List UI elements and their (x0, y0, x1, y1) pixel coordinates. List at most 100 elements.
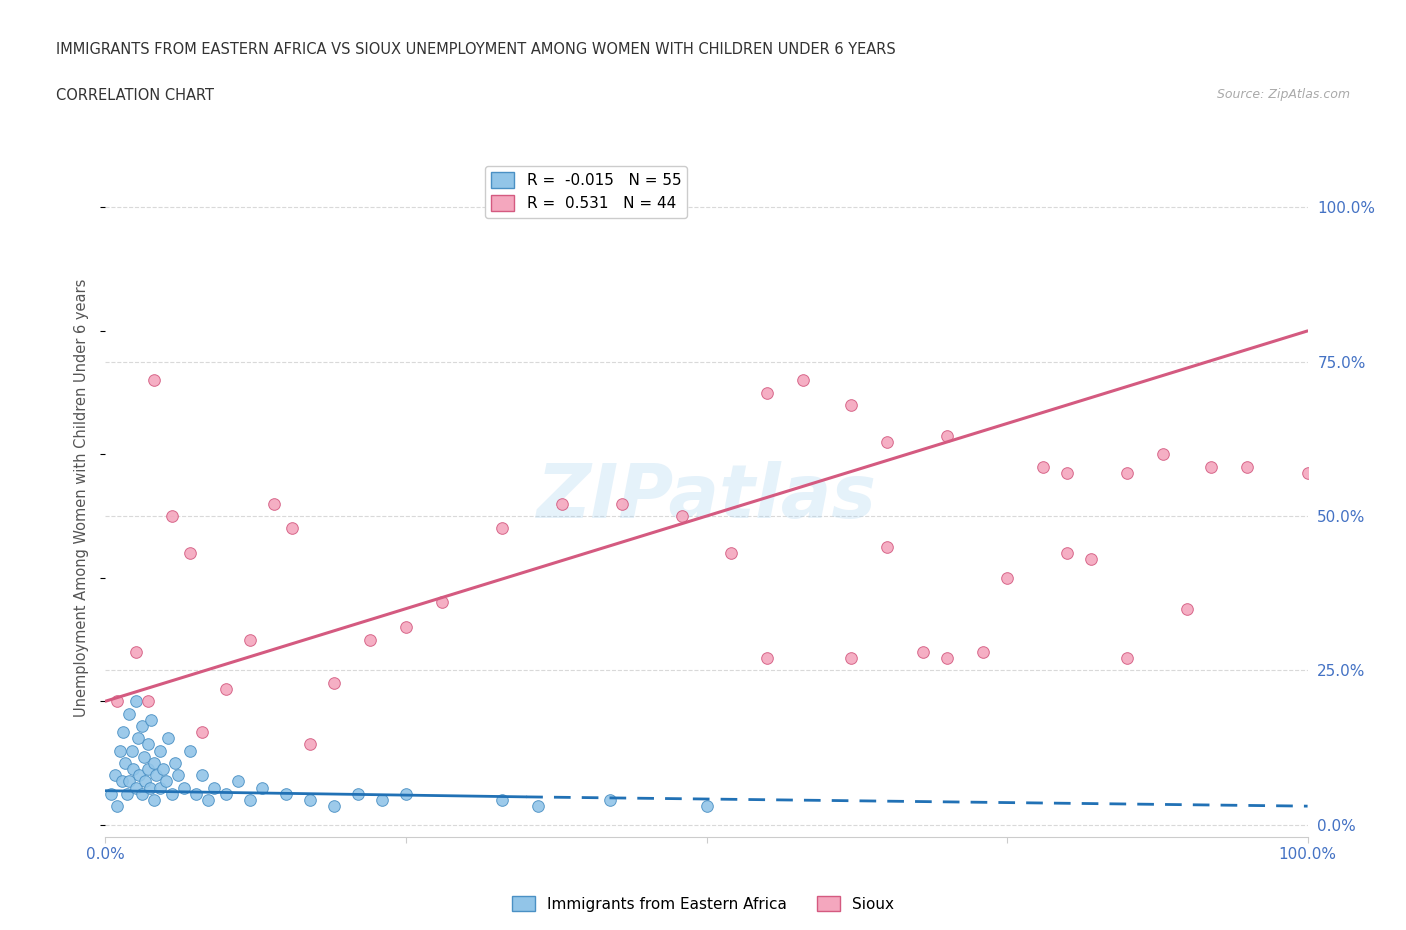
Point (1116, 465, 1139, 480)
Point (371, 792, 394, 807)
Text: Source: ZipAtlas.com: Source: ZipAtlas.com (1216, 88, 1350, 101)
Point (250, 780, 273, 795)
Legend: Immigrants from Eastern Africa, Sioux: Immigrants from Eastern Africa, Sioux (506, 889, 900, 918)
Point (911, 644, 934, 659)
Point (118, 706, 141, 721)
Point (359, 632, 381, 647)
Point (1080, 551, 1102, 566)
Point (145, 768, 167, 783)
Point (136, 737, 159, 751)
Point (156, 731, 179, 746)
Point (527, 799, 550, 814)
Point (1152, 447, 1174, 462)
Point (1056, 546, 1078, 561)
Point (127, 731, 149, 746)
Point (122, 762, 145, 777)
Point (124, 644, 146, 659)
Point (131, 787, 153, 802)
Point (139, 780, 162, 795)
Point (491, 792, 513, 807)
Point (239, 632, 262, 647)
Point (136, 762, 159, 777)
Point (1236, 459, 1258, 474)
Point (263, 497, 285, 512)
Point (121, 743, 143, 758)
Point (551, 497, 574, 512)
Point (430, 595, 453, 610)
Point (115, 787, 138, 802)
Point (936, 429, 959, 444)
Point (160, 787, 183, 802)
Point (108, 743, 131, 758)
Point (202, 780, 225, 795)
Point (152, 762, 174, 777)
Point (166, 768, 188, 783)
Legend: R =  -0.015   N = 55, R =  0.531   N = 44: R = -0.015 N = 55, R = 0.531 N = 44 (485, 166, 688, 218)
Point (612, 497, 634, 512)
Point (995, 570, 1018, 585)
Point (132, 750, 155, 764)
Point (214, 682, 236, 697)
Point (128, 768, 150, 783)
Point (347, 787, 370, 802)
Point (972, 644, 994, 659)
Point (322, 675, 344, 690)
Point (100, 787, 122, 802)
Text: IMMIGRANTS FROM EASTERN AFRICA VS SIOUX UNEMPLOYMENT AMONG WOMEN WITH CHILDREN U: IMMIGRANTS FROM EASTERN AFRICA VS SIOUX … (56, 42, 896, 57)
Point (118, 774, 141, 789)
Point (148, 743, 170, 758)
Point (239, 792, 262, 807)
Point (1032, 459, 1054, 474)
Text: CORRELATION CHART: CORRELATION CHART (56, 88, 214, 103)
Point (111, 774, 134, 789)
Point (226, 774, 249, 789)
Text: ZIPatlas: ZIPatlas (537, 461, 876, 534)
Point (936, 651, 959, 666)
Point (1116, 651, 1139, 666)
Point (197, 792, 219, 807)
Point (184, 787, 207, 802)
Point (190, 768, 212, 783)
Point (134, 774, 156, 789)
Point (696, 799, 718, 814)
Point (876, 434, 898, 449)
Point (107, 694, 129, 709)
Point (1175, 601, 1198, 616)
Point (104, 768, 127, 783)
Point (599, 792, 621, 807)
Y-axis label: Unemployment Among Women with Children Under 6 years: Unemployment Among Women with Children U… (75, 278, 90, 717)
Point (214, 787, 236, 802)
Point (107, 799, 129, 814)
Point (139, 712, 162, 727)
Point (274, 787, 297, 802)
Point (165, 755, 187, 770)
Point (124, 694, 146, 709)
Point (298, 792, 321, 807)
Point (142, 755, 165, 770)
Point (839, 397, 862, 412)
Point (281, 521, 304, 536)
Point (395, 619, 418, 634)
Point (160, 509, 183, 524)
Point (179, 743, 201, 758)
Point (298, 737, 321, 751)
Point (839, 651, 862, 666)
Point (491, 521, 513, 536)
Point (142, 792, 165, 807)
Point (1201, 459, 1223, 474)
Point (155, 774, 177, 789)
Point (131, 719, 153, 734)
Point (671, 509, 693, 524)
Point (755, 651, 778, 666)
Point (1056, 465, 1078, 480)
Point (173, 780, 195, 795)
Point (876, 539, 898, 554)
Point (112, 724, 135, 739)
Point (322, 799, 344, 814)
Point (190, 724, 212, 739)
Point (148, 780, 170, 795)
Point (114, 755, 136, 770)
Point (792, 373, 814, 388)
Point (179, 546, 201, 561)
Point (124, 780, 146, 795)
